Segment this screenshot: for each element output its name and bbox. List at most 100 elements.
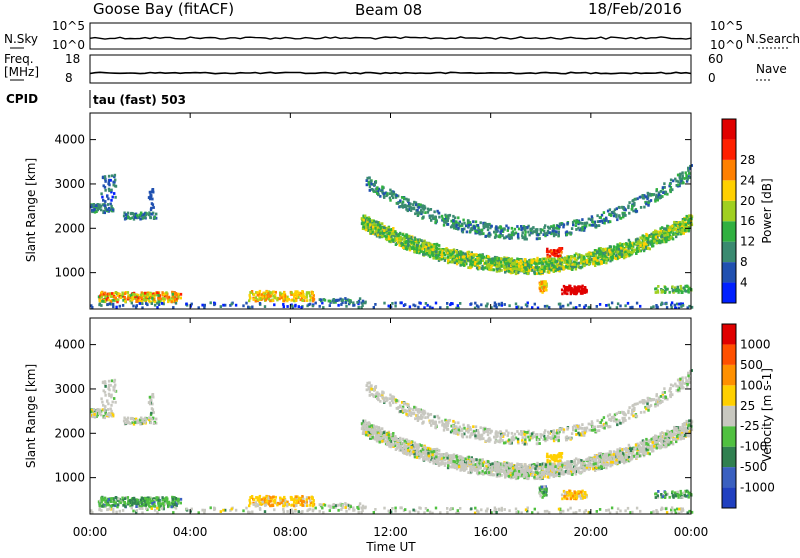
velocity-cell xyxy=(272,496,274,499)
power-cell xyxy=(469,229,471,232)
velocity-cell xyxy=(119,510,121,513)
power-cell xyxy=(625,209,627,212)
power-cell xyxy=(495,235,497,238)
power-cell xyxy=(565,257,567,260)
power-cell xyxy=(272,295,274,298)
power-cell xyxy=(526,226,528,229)
power-cell xyxy=(613,252,615,255)
velocity-cell xyxy=(152,396,154,399)
power-cell xyxy=(537,234,539,237)
power-cell xyxy=(100,192,102,195)
power-cell xyxy=(616,218,618,221)
velocity-cell xyxy=(134,421,136,424)
power-cell xyxy=(679,223,681,226)
velocity-cell xyxy=(344,502,346,505)
power-cell xyxy=(441,215,443,218)
power-cell xyxy=(604,219,606,222)
power-cell xyxy=(571,268,573,271)
power-cell xyxy=(373,306,375,309)
power-cell xyxy=(409,203,411,206)
power-cell xyxy=(603,222,605,225)
power-cell xyxy=(569,232,571,235)
power-cell xyxy=(412,304,414,307)
velocity-cell xyxy=(132,501,134,504)
power-cell xyxy=(623,257,625,260)
power-cell xyxy=(647,192,649,195)
power-cell xyxy=(144,216,146,219)
power-cell xyxy=(423,241,425,244)
power-cell xyxy=(552,258,554,261)
power-cell xyxy=(145,299,147,302)
power-cell xyxy=(381,235,383,238)
power-cell xyxy=(569,259,571,262)
velocity-cell xyxy=(112,510,114,513)
power-cell xyxy=(484,267,486,270)
velocity-cell xyxy=(315,507,317,510)
velocity-cell xyxy=(132,510,134,513)
power-cell xyxy=(98,204,100,207)
power-cell xyxy=(609,220,611,223)
velocity-cell xyxy=(374,508,376,511)
power-cell xyxy=(585,253,587,256)
power-cell xyxy=(539,269,541,272)
velocity-cell xyxy=(262,501,264,504)
velocity-cell xyxy=(333,503,335,506)
power-cell xyxy=(283,300,285,303)
velocity-cell xyxy=(373,511,375,514)
power-cell xyxy=(677,226,679,229)
power-cell xyxy=(412,203,414,206)
velocity-cell xyxy=(112,414,114,417)
power-cell xyxy=(635,239,637,242)
power-cell xyxy=(447,256,449,259)
velocity-cell xyxy=(222,509,224,512)
velocity-cell xyxy=(498,508,500,511)
velocity-cell xyxy=(103,409,105,412)
power-cell xyxy=(359,297,361,300)
power-cell xyxy=(113,192,115,195)
power-cell xyxy=(134,216,136,219)
power-cell xyxy=(516,258,518,261)
freq-unit-label: [MHz] xyxy=(4,65,39,79)
power-cell xyxy=(101,296,103,299)
power-cell xyxy=(324,299,326,302)
velocity-cell xyxy=(425,507,427,510)
velocity-cell xyxy=(332,506,334,509)
power-cell xyxy=(683,287,685,290)
power-cell xyxy=(680,285,682,288)
power-cell xyxy=(442,218,444,221)
power-cell xyxy=(495,228,497,231)
velocity-cell xyxy=(155,418,157,421)
velocity-cell xyxy=(139,423,141,426)
power-cell xyxy=(613,245,615,248)
velocity-cell xyxy=(383,507,385,510)
power-cell xyxy=(615,215,617,218)
velocity-cell xyxy=(108,393,110,396)
power-cell xyxy=(172,293,174,296)
power-cell xyxy=(588,263,590,266)
velocity-cell xyxy=(599,508,601,511)
velocity-cell xyxy=(145,504,147,507)
velocity-cell xyxy=(273,508,275,511)
power-cell xyxy=(380,232,382,235)
power-cell xyxy=(596,250,598,253)
power-cell xyxy=(110,295,112,298)
power-cell xyxy=(482,259,484,262)
y-tick-label: 3000 xyxy=(54,177,85,191)
power-cell xyxy=(362,300,364,303)
velocity-cell xyxy=(364,506,366,509)
power-cell xyxy=(469,257,471,260)
power-cell xyxy=(539,258,541,261)
velocity-cell xyxy=(139,501,141,504)
power-cell xyxy=(559,262,561,265)
power-cell xyxy=(627,302,629,305)
power-cell xyxy=(569,302,571,305)
power-cell xyxy=(452,251,454,254)
power-cell xyxy=(434,216,436,219)
power-cell xyxy=(680,287,682,290)
velocity-cell xyxy=(253,503,255,506)
velocity-cell xyxy=(656,511,658,514)
velocity-cell xyxy=(117,497,119,500)
power-cell xyxy=(101,300,103,303)
power-cell xyxy=(106,208,108,211)
power-cell xyxy=(120,296,122,299)
